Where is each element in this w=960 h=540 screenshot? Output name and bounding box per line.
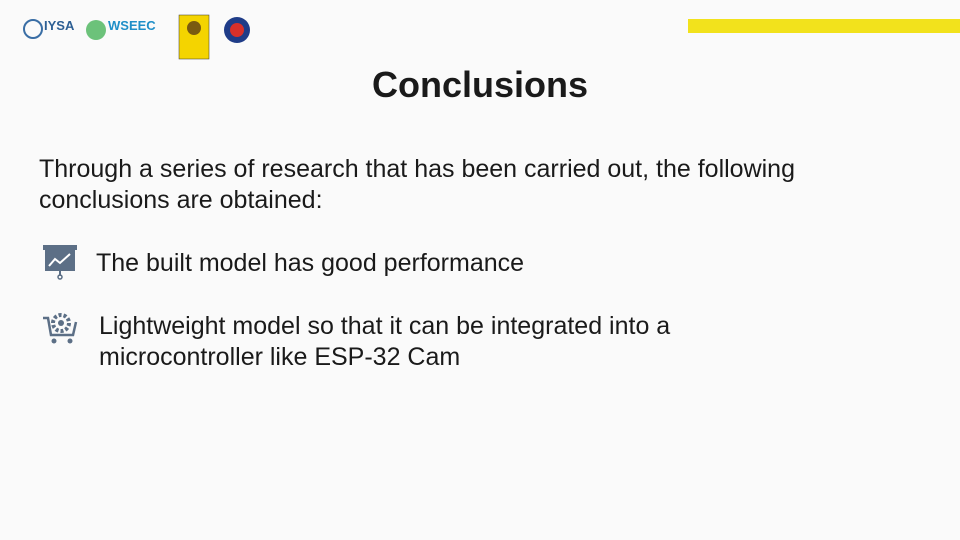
logo-row: IYSA WSEEC bbox=[20, 12, 260, 62]
slide-title: Conclusions bbox=[371, 64, 589, 105]
university-emblem bbox=[187, 21, 201, 35]
wseec-icon bbox=[86, 20, 106, 40]
bullet-text: Lightweight model so that it can be inte… bbox=[99, 312, 671, 371]
accent-bar bbox=[688, 19, 960, 33]
logos: IYSA WSEEC bbox=[23, 14, 250, 60]
intro-text: Through a series of research that has be… bbox=[39, 155, 795, 214]
logo-label: IYSA bbox=[44, 18, 75, 33]
institute-emblem bbox=[230, 23, 244, 37]
logo-label: WSEEC bbox=[108, 18, 156, 33]
iysa-icon bbox=[23, 19, 43, 39]
cart-gear-icon bbox=[43, 313, 78, 344]
bullet-text: The built model has good performance bbox=[96, 249, 525, 277]
chart-icon bbox=[43, 245, 77, 280]
